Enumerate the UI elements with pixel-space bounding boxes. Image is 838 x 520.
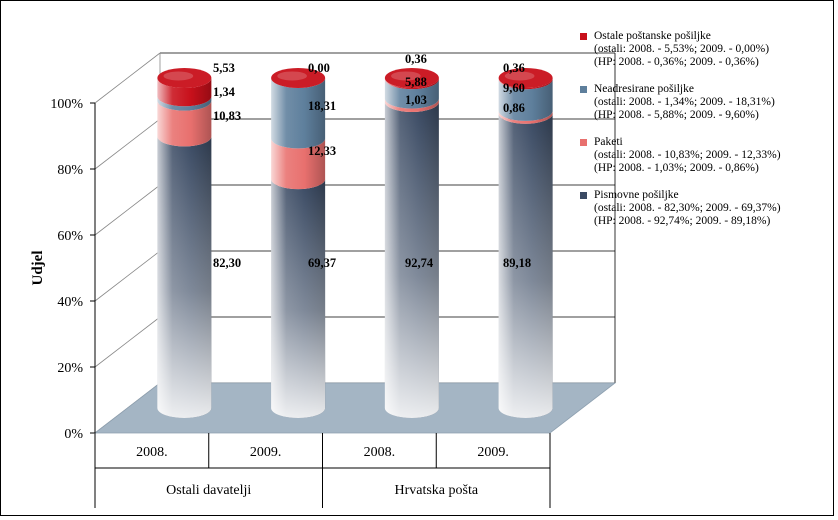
bar-segment: [384, 98, 439, 112]
bar-segment: [271, 138, 326, 190]
category-label: 2009.: [250, 445, 282, 460]
bar-segment: [498, 110, 553, 124]
category-label: 2008.: [364, 445, 396, 460]
legend-item: Ostale poštanske pošiljke (ostali: 2008. …: [572, 30, 834, 69]
bar-cap-highlight: [504, 71, 535, 81]
data-label: 82,30: [213, 256, 241, 270]
data-label: 92,74: [405, 256, 434, 270]
legend-item: Paketi (ostali: 2008. - 10,83%; 2009. - 1…: [572, 136, 834, 175]
legend-swatch: [580, 86, 587, 93]
gridline-side: [94, 184, 161, 236]
legend-detail: (HP: 2008. - 0,36%; 2009. - 0,36%): [594, 56, 759, 68]
category-label: 2008.: [136, 445, 168, 460]
bar-stack: [157, 68, 212, 418]
data-label: 18,31: [308, 99, 336, 113]
data-label: 0,86: [503, 101, 525, 115]
data-label: 0,36: [405, 52, 427, 66]
data-label: 5,53: [213, 61, 235, 75]
y-tick-label: 0%: [64, 427, 83, 442]
legend-swatch: [580, 192, 587, 199]
gridline-side: [94, 52, 161, 104]
y-tick-label: 100%: [50, 97, 83, 112]
category-label: 2009.: [477, 445, 509, 460]
legend-detail: (HP: 2008. - 92,74%; 2009. - 89,18%): [594, 215, 771, 227]
bar-segment: [157, 78, 212, 107]
gridline-side: [94, 118, 161, 170]
gridline-side: [94, 316, 161, 368]
bar-cap-highlight: [277, 71, 307, 81]
bar-cap-highlight: [391, 71, 421, 81]
bar-segment: [157, 100, 212, 147]
legend-label: Pismovne pošiljke: [594, 189, 679, 201]
legend-detail: (ostali: 2008. - 1,34%; 2009. - 18,31%): [594, 96, 775, 108]
bar-base-highlight: [498, 113, 553, 419]
bar-stack: [384, 67, 439, 418]
data-label: 1,03: [405, 93, 427, 107]
data-label: 89,18: [503, 256, 531, 270]
bar-segment: [157, 96, 212, 111]
data-label: 69,37: [308, 256, 336, 270]
data-label: 0,00: [308, 61, 330, 75]
data-label: 1,34: [213, 85, 236, 99]
legend-swatch: [580, 139, 587, 146]
legend-item: Neadresirane pošiljke (ostali: 2008. - 1,…: [572, 83, 834, 122]
bar-stack: [271, 67, 326, 418]
legend-item: Pismovne pošiljke (ostali: 2008. - 82,30%…: [572, 189, 834, 228]
legend-label: Paketi: [594, 136, 623, 148]
y-tick-label: 40%: [57, 295, 83, 310]
bar-segment: [384, 79, 439, 109]
y-tick-label: 80%: [57, 163, 83, 178]
legend-label: Ostale poštanske pošiljke: [594, 30, 711, 42]
legend-detail: (ostali: 2008. - 10,83%; 2009. - 12,33%): [594, 149, 781, 161]
category-group-label: Hrvatska pošta: [394, 483, 478, 498]
bar-segment: [498, 79, 553, 121]
legend-label: Neadresirane pošiljke: [594, 83, 694, 95]
y-tick-label: 20%: [57, 361, 83, 376]
data-label: 10,83: [213, 109, 241, 123]
chart-floor: [93, 382, 617, 434]
legend-detail: (ostali: 2008. - 82,30%; 2009. - 69,37%): [594, 202, 781, 214]
category-group-label: Ostali davatelji: [166, 483, 251, 498]
bar-cap-highlight: [163, 71, 194, 81]
data-label: 12,33: [308, 144, 336, 158]
data-label: 9,60: [503, 81, 525, 95]
gridline-side: [94, 250, 161, 302]
y-axis-label: Udjel: [30, 251, 46, 286]
chart-legend: Ostale poštanske pošiljke (ostali: 2008. …: [572, 30, 834, 242]
bar-base-highlight: [157, 136, 212, 418]
legend-detail: (HP: 2008. - 1,03%; 2009. - 0,86%): [594, 162, 759, 174]
data-label: 5,88: [405, 75, 427, 89]
bar-base-highlight: [384, 101, 439, 418]
bar-base-highlight: [271, 179, 326, 418]
data-label: 0,36: [503, 61, 525, 75]
legend-detail: (ostali: 2008. - 5,53%; 2009. - 0,00%): [594, 43, 770, 55]
bar-segment: [271, 77, 326, 149]
y-tick-label: 60%: [57, 229, 83, 244]
legend-detail: (HP: 2008. - 5,88%; 2009. - 9,60%): [594, 109, 759, 121]
legend-swatch: [580, 33, 587, 40]
bar-stack: [498, 68, 553, 419]
